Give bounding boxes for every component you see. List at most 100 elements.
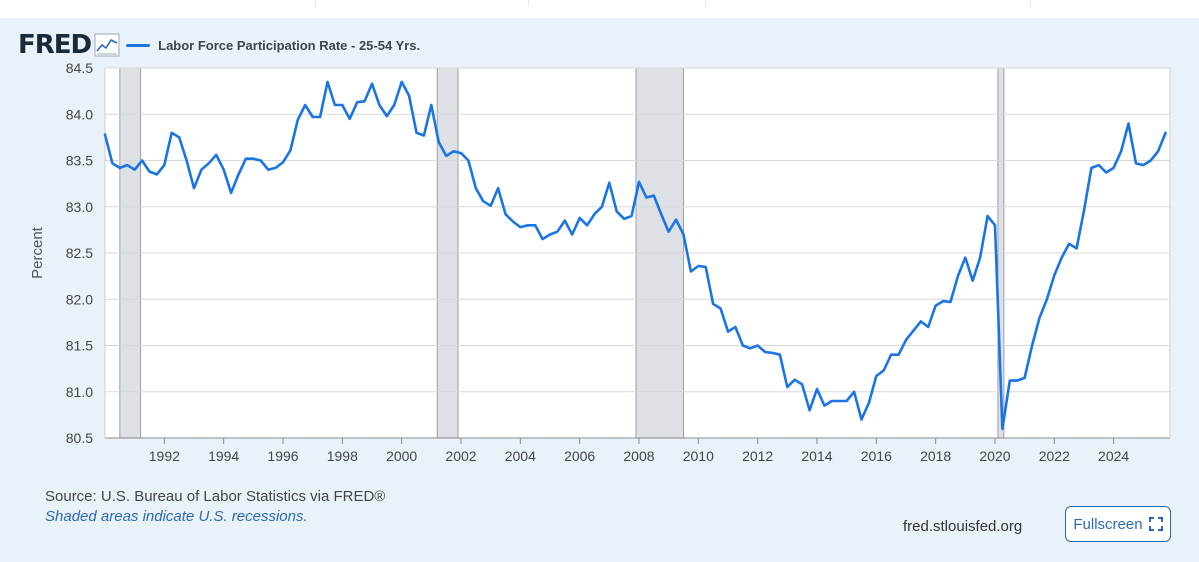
- data-point[interactable]: [783, 383, 791, 391]
- data-point[interactable]: [806, 406, 814, 414]
- data-point[interactable]: [183, 157, 191, 165]
- data-point[interactable]: [672, 216, 680, 224]
- data-point[interactable]: [264, 166, 272, 174]
- data-point[interactable]: [212, 151, 220, 159]
- data-point[interactable]: [583, 221, 591, 229]
- data-point[interactable]: [717, 305, 725, 313]
- data-point[interactable]: [131, 166, 139, 174]
- data-point[interactable]: [412, 129, 420, 137]
- data-point[interactable]: [1132, 159, 1140, 167]
- data-point[interactable]: [946, 298, 954, 306]
- data-point[interactable]: [902, 336, 910, 344]
- data-point[interactable]: [635, 178, 643, 186]
- data-point[interactable]: [739, 342, 747, 350]
- data-point[interactable]: [605, 179, 613, 187]
- data-point[interactable]: [309, 113, 317, 121]
- data-point[interactable]: [1154, 147, 1162, 155]
- data-point[interactable]: [984, 212, 992, 220]
- data-point[interactable]: [501, 210, 509, 218]
- data-point[interactable]: [487, 202, 495, 210]
- data-point[interactable]: [197, 166, 205, 174]
- series-line[interactable]: [103, 80, 1167, 431]
- data-point[interactable]: [279, 158, 287, 166]
- data-point[interactable]: [175, 133, 183, 141]
- data-point[interactable]: [709, 300, 717, 308]
- data-point[interactable]: [731, 323, 739, 331]
- data-point[interactable]: [346, 115, 354, 123]
- data-point[interactable]: [1006, 377, 1014, 385]
- data-point[interactable]: [375, 101, 383, 109]
- data-point[interactable]: [590, 210, 598, 218]
- data-point[interactable]: [1117, 147, 1125, 155]
- data-point[interactable]: [628, 212, 636, 220]
- data-point[interactable]: [1110, 164, 1118, 172]
- data-point[interactable]: [754, 342, 762, 350]
- data-point[interactable]: [539, 235, 547, 243]
- data-point[interactable]: [1162, 129, 1170, 137]
- data-point[interactable]: [390, 101, 398, 109]
- data-point[interactable]: [435, 138, 443, 146]
- data-point[interactable]: [561, 217, 569, 225]
- data-point[interactable]: [494, 184, 502, 192]
- data-point[interactable]: [472, 184, 480, 192]
- data-point[interactable]: [1124, 120, 1132, 128]
- line-chart[interactable]: 80.5 81.0 81.5 82.0 82.5 83.0 83.5 84.0 84.5 199…: [0, 58, 1199, 468]
- data-point[interactable]: [650, 192, 658, 200]
- data-point[interactable]: [857, 416, 865, 424]
- site-url[interactable]: fred.stlouisfed.org: [903, 518, 1023, 535]
- data-point[interactable]: [835, 397, 843, 405]
- data-point[interactable]: [768, 349, 776, 357]
- data-point[interactable]: [479, 197, 487, 205]
- data-point[interactable]: [1043, 295, 1051, 303]
- data-point[interactable]: [1035, 314, 1043, 322]
- data-point[interactable]: [272, 164, 280, 172]
- data-point[interactable]: [220, 166, 228, 174]
- data-point[interactable]: [1013, 377, 1021, 385]
- data-point[interactable]: [234, 170, 242, 178]
- data-point[interactable]: [613, 207, 621, 215]
- data-point[interactable]: [1080, 206, 1088, 214]
- data-point[interactable]: [746, 344, 754, 352]
- data-point[interactable]: [724, 328, 732, 336]
- data-point[interactable]: [820, 402, 828, 410]
- data-point[interactable]: [160, 161, 168, 169]
- data-point[interactable]: [546, 231, 554, 239]
- data-point[interactable]: [598, 203, 606, 211]
- data-point[interactable]: [687, 268, 695, 276]
- data-point[interactable]: [405, 92, 413, 100]
- data-point[interactable]: [442, 152, 450, 160]
- data-point[interactable]: [368, 80, 376, 88]
- data-point[interactable]: [1102, 169, 1110, 177]
- data-point[interactable]: [153, 170, 161, 178]
- data-point[interactable]: [249, 155, 257, 163]
- data-point[interactable]: [872, 372, 880, 380]
- data-point[interactable]: [1139, 161, 1147, 169]
- data-point[interactable]: [665, 228, 673, 236]
- data-point[interactable]: [702, 263, 710, 271]
- data-point[interactable]: [568, 231, 576, 239]
- data-point[interactable]: [323, 78, 331, 86]
- data-point[interactable]: [620, 215, 628, 223]
- data-point[interactable]: [969, 277, 977, 285]
- data-point[interactable]: [205, 159, 213, 167]
- data-point[interactable]: [168, 129, 176, 137]
- data-point[interactable]: [909, 327, 917, 335]
- data-point[interactable]: [887, 351, 895, 359]
- data-point[interactable]: [865, 399, 873, 407]
- data-point[interactable]: [880, 366, 888, 374]
- data-point[interactable]: [917, 317, 925, 325]
- data-point[interactable]: [924, 323, 932, 331]
- data-point[interactable]: [101, 131, 109, 139]
- data-point[interactable]: [813, 385, 821, 393]
- data-point[interactable]: [776, 351, 784, 359]
- data-point[interactable]: [1095, 161, 1103, 169]
- data-point[interactable]: [553, 228, 561, 236]
- data-point[interactable]: [316, 113, 324, 121]
- data-point[interactable]: [1065, 240, 1073, 248]
- data-point[interactable]: [657, 210, 665, 218]
- data-point[interactable]: [242, 155, 250, 163]
- data-point[interactable]: [976, 254, 984, 262]
- data-point[interactable]: [286, 146, 294, 154]
- data-point[interactable]: [353, 98, 361, 106]
- data-point[interactable]: [1028, 342, 1036, 350]
